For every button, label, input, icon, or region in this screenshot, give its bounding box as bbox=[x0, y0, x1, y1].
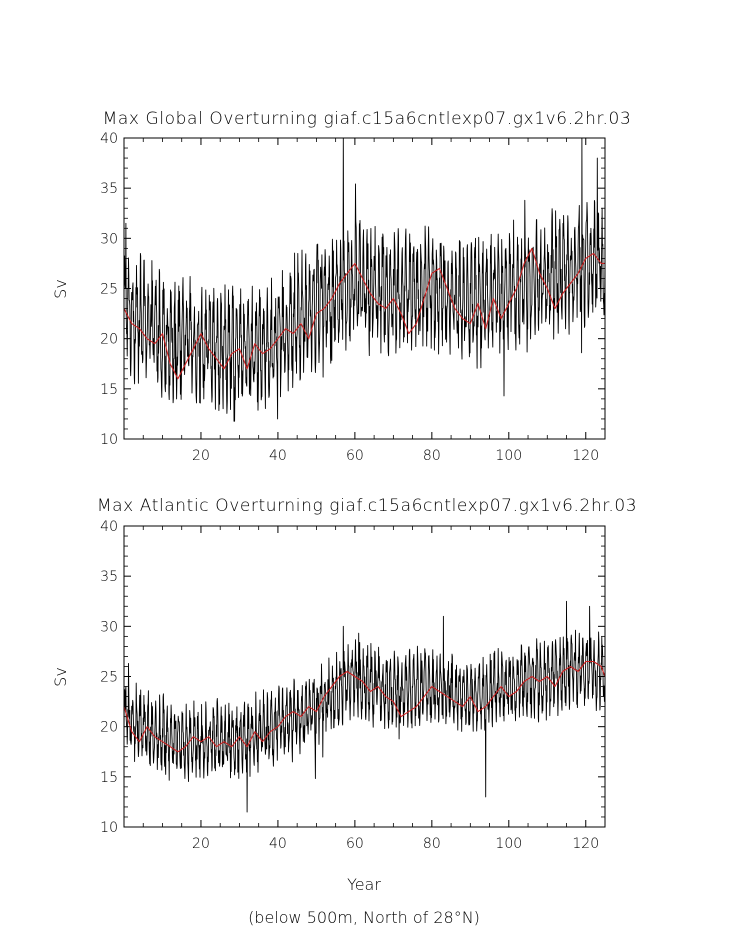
global-overturning-panel: Max Global Overturning giaf.c15a6cntlexp… bbox=[51, 109, 631, 464]
y-tick-label: 15 bbox=[100, 382, 118, 398]
global-x-tick-labels: 20 40 60 80 100 120 bbox=[192, 448, 599, 464]
y-tick-label: 35 bbox=[100, 181, 118, 197]
atlantic-y-tick-labels: 10 15 20 25 30 35 40 bbox=[100, 519, 118, 836]
global-monthly-series-line bbox=[123, 137, 606, 422]
y-tick-label: 25 bbox=[100, 670, 118, 686]
x-tick-label: 60 bbox=[346, 448, 364, 464]
x-tick-label: 80 bbox=[423, 836, 441, 852]
atlantic-plot-frame bbox=[123, 525, 606, 828]
atlantic-x-tick-labels: 20 40 60 80 100 120 bbox=[192, 836, 599, 852]
x-tick-label: 100 bbox=[495, 836, 522, 852]
atlantic-x-axis-label: Year bbox=[347, 875, 381, 894]
x-tick-label: 20 bbox=[192, 836, 210, 852]
x-tick-label: 120 bbox=[572, 448, 599, 464]
x-tick-label: 20 bbox=[192, 448, 210, 464]
global-annual-mean-line bbox=[123, 247, 605, 380]
y-tick-label: 35 bbox=[100, 569, 118, 585]
x-tick-label: 80 bbox=[423, 448, 441, 464]
atlantic-chart-title: Max Atlantic Overturning giaf.c15a6cntle… bbox=[97, 496, 637, 516]
global-y-tick-labels: 10 15 20 25 30 35 40 bbox=[100, 131, 118, 448]
y-tick-label: 40 bbox=[100, 131, 118, 147]
y-tick-label: 15 bbox=[100, 770, 118, 786]
y-tick-label: 30 bbox=[100, 231, 118, 247]
y-tick-label: 10 bbox=[100, 432, 118, 448]
atlantic-annual-mean-line bbox=[123, 660, 606, 753]
y-tick-label: 20 bbox=[100, 720, 118, 736]
atlantic-monthly-series-line bbox=[123, 600, 606, 813]
y-tick-label: 10 bbox=[100, 820, 118, 836]
y-tick-label: 25 bbox=[100, 282, 118, 298]
y-tick-label: 20 bbox=[100, 332, 118, 348]
x-tick-label: 40 bbox=[269, 836, 287, 852]
global-y-axis-label: Sv bbox=[51, 279, 70, 299]
global-chart-title: Max Global Overturning giaf.c15a6cntlexp… bbox=[103, 109, 632, 129]
global-plot-frame bbox=[123, 137, 606, 440]
atlantic-y-axis-label: Sv bbox=[51, 667, 70, 687]
atlantic-overturning-panel: Max Atlantic Overturning giaf.c15a6cntle… bbox=[51, 496, 637, 894]
x-tick-label: 100 bbox=[495, 448, 522, 464]
x-tick-label: 60 bbox=[346, 836, 364, 852]
x-tick-label: 120 bbox=[572, 836, 599, 852]
footnote: (below 500m, North of 28°N) bbox=[248, 908, 480, 927]
y-tick-label: 40 bbox=[100, 519, 118, 535]
x-tick-label: 40 bbox=[269, 448, 287, 464]
atlantic-axis-ticks bbox=[124, 525, 605, 828]
y-tick-label: 30 bbox=[100, 619, 118, 635]
